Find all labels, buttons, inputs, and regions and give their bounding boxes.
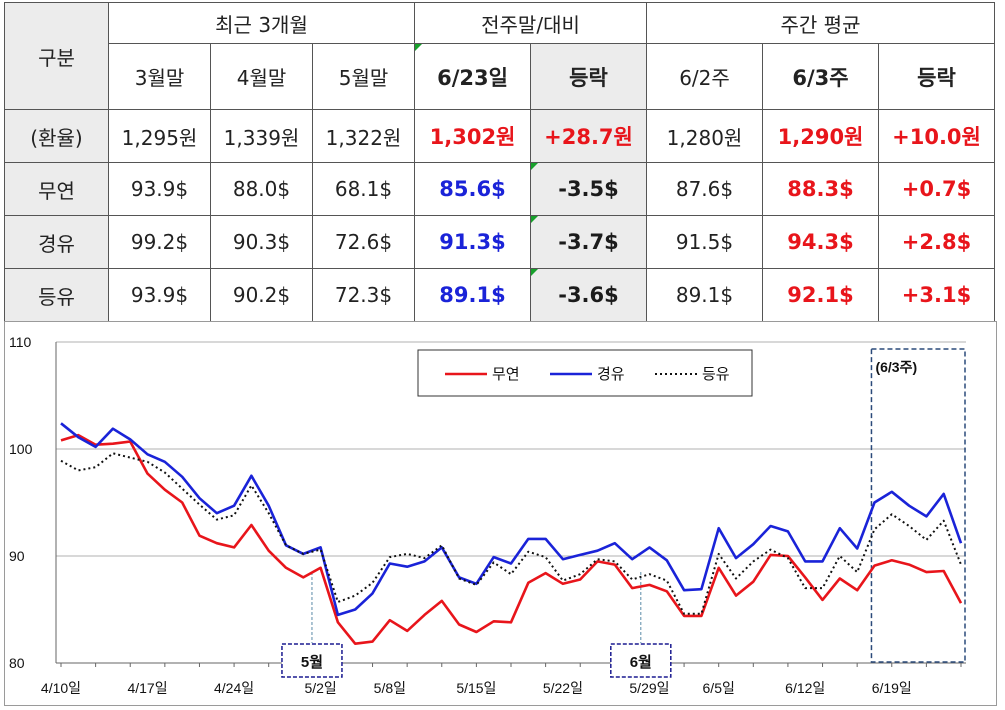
table-cell: -3.7$ <box>530 215 647 269</box>
sub-header: 등락 <box>878 43 995 110</box>
x-tick-label: 6/5일 <box>703 680 735 696</box>
x-tick-label: 5/29일 <box>629 680 669 696</box>
sub-header: 5월말 <box>312 43 415 110</box>
table-cell: 88.3$ <box>762 162 879 216</box>
x-tick-label: 5/2일 <box>304 680 336 696</box>
week-label: (6/3주) <box>875 359 917 375</box>
row-label-diesel: 경유 <box>4 215 109 269</box>
table-cell: 1,339원 <box>210 109 313 163</box>
table-cell: 1,295원 <box>108 109 211 163</box>
price-chart: 80 90 100 110 4/10일 4/17일 4/24일 5/2일 5/8일 5/15일 5/… <box>4 321 997 706</box>
table-cell: 93.9$ <box>108 268 211 322</box>
table-cell: 88.0$ <box>210 162 313 216</box>
table-cell: 91.3$ <box>414 215 531 269</box>
series-line-3 <box>60 452 962 615</box>
row-label-exchange: (환율) <box>4 109 109 163</box>
y-tick-label: 100 <box>9 441 33 457</box>
series-line-2 <box>60 422 963 617</box>
x-tick-label: 5/22일 <box>543 680 583 696</box>
table-cell: +28.7원 <box>530 109 647 163</box>
table-cell: 87.6$ <box>646 162 763 216</box>
line-chart-svg: 80 90 100 110 4/10일 4/17일 4/24일 5/2일 5/8일 5/15일 5/… <box>9 334 966 696</box>
month-marker-box <box>281 643 343 678</box>
x-tick-label: 4/10일 <box>41 680 81 696</box>
table-cell: 1,322원 <box>312 109 415 163</box>
table-cell: +10.0원 <box>878 109 995 163</box>
month-marker-label: 5월 <box>301 654 323 671</box>
sub-header: 6/23일 <box>414 43 531 110</box>
y-tick-label: 80 <box>9 655 25 671</box>
x-tick-label: 4/24일 <box>214 680 254 696</box>
table-cell: 92.1$ <box>762 268 879 322</box>
group-header-prev-week: 전주말/대비 <box>414 2 647 44</box>
group-header-recent: 최근 3개월 <box>108 2 415 44</box>
x-tick-label: 6/12일 <box>785 680 825 696</box>
legend-label: 무연 <box>492 366 520 383</box>
table-cell: -3.5$ <box>530 162 647 216</box>
table-cell: 85.6$ <box>414 162 531 216</box>
row-label-gasoline: 무연 <box>4 162 109 216</box>
y-tick-label: 110 <box>9 334 32 350</box>
table-cell: 1,290원 <box>762 109 879 163</box>
x-tick-label: 5/8일 <box>374 680 406 696</box>
series-line-1 <box>60 433 963 646</box>
table-cell: 89.1$ <box>646 268 763 322</box>
x-tick-label: 6/19일 <box>872 680 912 696</box>
y-tick-label: 90 <box>9 548 25 564</box>
sub-header: 3월말 <box>108 43 211 110</box>
table-cell: 91.5$ <box>646 215 763 269</box>
price-table: 구분 최근 3개월 전주말/대비 주간 평균 3월말 4월말 5월말 6/23일… <box>4 2 995 322</box>
table-cell: 1,302원 <box>414 109 531 163</box>
table-cell: 94.3$ <box>762 215 879 269</box>
sub-header: 등락 <box>530 43 647 110</box>
table-cell: 90.3$ <box>210 215 313 269</box>
x-tick-label: 4/17일 <box>127 680 167 696</box>
corner-label: 구분 <box>4 2 109 110</box>
table-cell: 99.2$ <box>108 215 211 269</box>
sub-header: 4월말 <box>210 43 313 110</box>
table-cell: 93.9$ <box>108 162 211 216</box>
sub-header: 6/3주 <box>762 43 879 110</box>
week-highlight-box <box>870 348 966 663</box>
table-cell: 89.1$ <box>414 268 531 322</box>
month-marker-label: 6월 <box>630 654 652 671</box>
x-tick-label: 5/15일 <box>456 680 496 696</box>
table-cell: 72.6$ <box>312 215 415 269</box>
table-cell: 1,280원 <box>646 109 763 163</box>
table-cell: +2.8$ <box>878 215 995 269</box>
legend-label: 등유 <box>702 366 730 383</box>
table-cell: +0.7$ <box>878 162 995 216</box>
table-cell: 90.2$ <box>210 268 313 322</box>
row-label-kerosene: 등유 <box>4 268 109 322</box>
legend-label: 경유 <box>597 366 625 383</box>
group-header-weekly-avg: 주간 평균 <box>646 2 995 44</box>
month-marker-box <box>610 643 672 678</box>
table-cell: +3.1$ <box>878 268 995 322</box>
table-cell: 68.1$ <box>312 162 415 216</box>
table-cell: 72.3$ <box>312 268 415 322</box>
sub-header: 6/2주 <box>646 43 763 110</box>
table-cell: -3.6$ <box>530 268 647 322</box>
